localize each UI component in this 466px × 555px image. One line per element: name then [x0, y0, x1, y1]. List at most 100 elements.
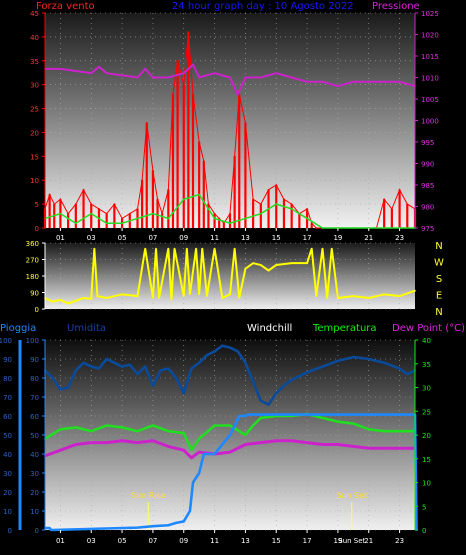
- pressure-point: [383, 81, 385, 83]
- pressure-point: [290, 76, 293, 79]
- series-point: [244, 434, 247, 436]
- right-tick-label: 1010: [421, 75, 439, 83]
- compass-label: W: [434, 258, 444, 269]
- direction-point: [383, 293, 385, 296]
- right-tick-label: 30: [422, 385, 431, 393]
- series-point: [337, 360, 339, 362]
- direction-point: [152, 297, 154, 299]
- pressure-label: Pressione: [372, 1, 420, 12]
- left-tick-label: 90: [30, 290, 39, 298]
- series-point: [50, 529, 52, 531]
- series-point: [175, 377, 177, 379]
- direction-point: [182, 295, 185, 297]
- right-tick-label: 985: [421, 182, 434, 190]
- series-point: [167, 367, 170, 370]
- sunset-label: Sun Set: [336, 491, 367, 500]
- series-point: [306, 371, 308, 374]
- direction-point: [213, 247, 216, 250]
- direction-point: [267, 269, 270, 272]
- direction-point: [144, 247, 147, 250]
- series-point: [198, 362, 200, 364]
- series-point: [51, 377, 54, 379]
- x-tick-label: 07: [148, 234, 157, 242]
- direction-point: [321, 247, 324, 250]
- series-point: [244, 415, 247, 417]
- series-point: [175, 522, 177, 524]
- x-tick-label: 17: [303, 537, 312, 545]
- series-point: [229, 451, 231, 453]
- series-point: [152, 424, 154, 427]
- right-tick-label: 25: [422, 408, 431, 416]
- x-tick-label: 07: [148, 537, 157, 545]
- direction-point: [252, 262, 254, 264]
- direction-point: [155, 247, 157, 250]
- series-point: [206, 354, 208, 357]
- rain-tick-label: 90: [3, 356, 12, 364]
- direction-point: [290, 262, 293, 264]
- right-tick-label: 1015: [421, 53, 439, 61]
- series-point: [182, 520, 185, 523]
- pressure-point: [306, 81, 308, 83]
- direction-point: [260, 264, 262, 266]
- series-point: [221, 344, 224, 347]
- gust-point: [75, 222, 77, 225]
- marks-2: [44, 247, 416, 305]
- direction-point: [233, 247, 236, 250]
- series-point: [244, 362, 247, 364]
- gust-point: [152, 212, 154, 215]
- left-tick-label: 35: [30, 58, 39, 66]
- pressure-point: [192, 63, 194, 66]
- rain-tick-label: 60: [3, 413, 12, 421]
- direction-point: [326, 297, 328, 299]
- gust-point: [290, 208, 293, 210]
- series-point: [136, 373, 139, 376]
- compass-label: N: [435, 307, 442, 318]
- series-point: [48, 527, 51, 529]
- right-tick-label: 980: [421, 204, 434, 212]
- direction-point: [206, 295, 208, 297]
- series-point: [202, 453, 205, 455]
- rain-tick-label: 70: [3, 394, 12, 402]
- right-tick-label: 35: [422, 361, 431, 369]
- series-point: [267, 403, 270, 406]
- x-tick-label: 03: [87, 537, 96, 545]
- series-point: [82, 362, 85, 364]
- series-point: [75, 426, 77, 429]
- pressure-point: [121, 74, 123, 77]
- direction-point: [414, 289, 416, 292]
- left-tick-label: 25: [30, 106, 39, 114]
- humidity-tick-label: 40: [30, 451, 39, 459]
- x-tick-label: 21: [364, 234, 373, 242]
- right-tick-label: 995: [421, 139, 434, 147]
- left-tick-label: 10: [30, 177, 39, 185]
- gust-point: [198, 193, 200, 196]
- pressure-point: [152, 76, 154, 79]
- pressure-point: [236, 93, 239, 96]
- series-point: [398, 447, 401, 450]
- right-tick-label: 15: [422, 456, 431, 464]
- gust-point: [167, 217, 170, 220]
- direction-point: [189, 293, 191, 296]
- rain-tick-label: 40: [3, 451, 12, 459]
- series-point: [229, 346, 231, 349]
- left-tick-label: 15: [30, 153, 39, 161]
- right-tick-label: 40: [422, 337, 431, 345]
- right-tick-label: 5: [422, 503, 426, 511]
- gust-point: [244, 217, 247, 220]
- direction-point: [105, 297, 108, 299]
- series-point: [59, 428, 62, 431]
- temperature-label: Temperatura: [312, 323, 377, 334]
- series-point: [383, 362, 385, 364]
- series-point: [136, 430, 139, 433]
- humidity-tick-label: 80: [30, 375, 39, 383]
- series-point: [182, 392, 185, 395]
- gust-point: [260, 212, 262, 215]
- pressure-point: [337, 85, 339, 87]
- left-tick-label: 45: [30, 10, 39, 18]
- series-point: [367, 447, 370, 450]
- series-point: [306, 441, 308, 444]
- series-point: [367, 358, 370, 360]
- series-point: [352, 422, 355, 425]
